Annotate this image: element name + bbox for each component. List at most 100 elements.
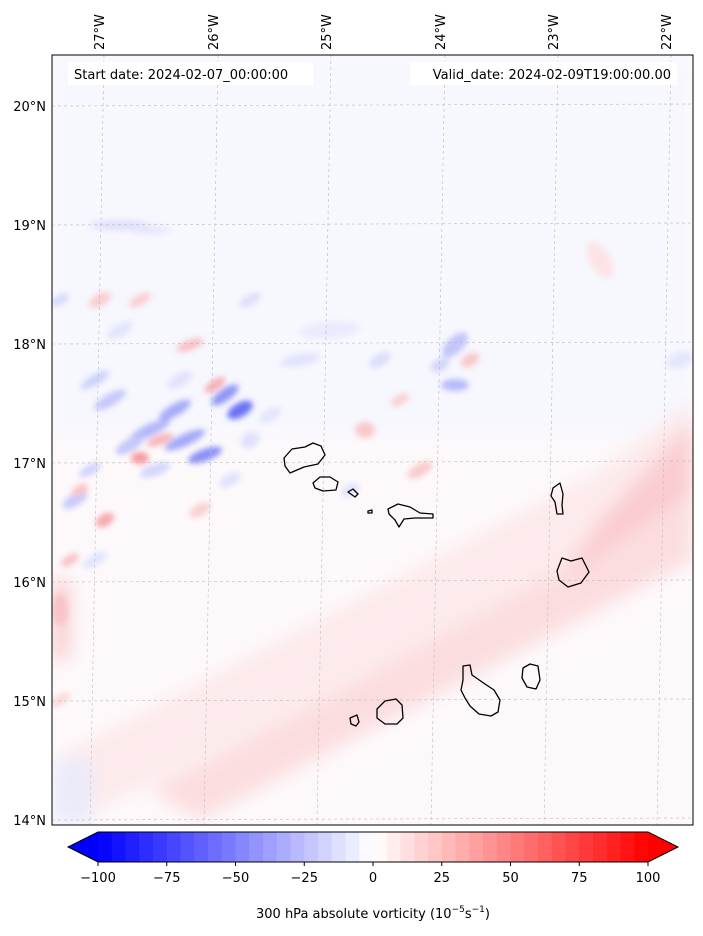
lat-label: 15°N — [13, 695, 46, 710]
vorticity-field-broad — [52, 55, 693, 825]
vorticity-cell — [164, 429, 206, 451]
colorbar-tick-label: 25 — [433, 871, 450, 886]
vorticity-cell — [586, 241, 614, 279]
vorticity-cell — [167, 371, 193, 389]
lon-label: 22°W — [660, 14, 675, 50]
colorbar-segment — [290, 832, 305, 862]
colorbar-tick-label: 100 — [636, 871, 661, 886]
colorbar-segment — [455, 832, 470, 862]
parallel-line — [52, 817, 693, 821]
colorbar-ticks: −100 −75 −50 −25 0 25 50 75 100 — [80, 862, 660, 886]
colorbar-segment — [538, 832, 553, 862]
colorbar-extend-max — [648, 832, 678, 862]
lon-label: 27°W — [93, 14, 108, 50]
colorbar-segment — [304, 832, 319, 862]
vorticity-cell — [390, 393, 410, 407]
lon-label: 25°W — [320, 14, 335, 50]
colorbar-segment — [510, 832, 525, 862]
colorbar-segment — [235, 832, 250, 862]
colorbar-tick-label: −75 — [153, 871, 180, 886]
vorticity-cell — [280, 353, 320, 367]
lat-label: 16°N — [13, 576, 46, 591]
vorticity-cell — [204, 376, 226, 394]
vorticity-cell — [189, 502, 211, 518]
vorticity-cell — [107, 321, 133, 339]
lon-label: 24°W — [434, 14, 449, 50]
parallel-line — [52, 103, 693, 107]
lat-label: 18°N — [13, 338, 46, 353]
vorticity-cell — [176, 338, 204, 352]
vorticity-cell — [62, 491, 88, 509]
colorbar-segment — [428, 832, 443, 862]
colorbar-tick-label: 75 — [571, 871, 588, 886]
colorbar-segment — [620, 832, 635, 862]
parallel-line — [52, 341, 693, 345]
valid-date-box — [410, 62, 677, 85]
colorbar-segment — [579, 832, 594, 862]
lon-label: 26°W — [207, 14, 222, 50]
vorticity-field-fine — [52, 220, 693, 708]
colorbar-segment — [496, 832, 512, 862]
vorticity-cell — [94, 389, 126, 411]
meridian-line — [543, 55, 559, 825]
colorbar-segment — [194, 832, 209, 862]
vorticity-cell — [340, 482, 360, 498]
colorbar-segment — [469, 832, 484, 862]
colorbar-tick-label: 50 — [502, 871, 519, 886]
colorbar-segment — [139, 832, 154, 862]
start-date-text: Start date: 2024-02-07_00:00:00 — [74, 68, 288, 83]
parallel-line — [52, 579, 693, 583]
vorticity-cell — [52, 692, 71, 708]
island-boa-vista — [556, 557, 590, 588]
colorbar-segment — [221, 832, 237, 862]
valid-date-text: Valid_date: 2024-02-09T19:00:00.00 — [433, 68, 671, 83]
vorticity-cell — [240, 431, 260, 449]
vorticity-cell — [355, 422, 375, 438]
island-fogo — [376, 698, 404, 725]
colorbar-segment — [606, 832, 622, 862]
colorbar-segment — [359, 832, 374, 862]
colorbar-segment — [318, 832, 333, 862]
parallel-line — [52, 698, 693, 702]
vorticity-cell — [259, 407, 281, 423]
vorticity-cell — [300, 321, 360, 339]
vorticity-cell — [187, 446, 223, 464]
island-branco — [367, 509, 373, 514]
vorticity-cell — [159, 399, 191, 421]
coastlines — [283, 442, 590, 727]
colorbar-segment — [166, 832, 182, 862]
latitude-labels: 20°N 19°N 18°N 17°N 16°N 15°N 14°N — [13, 100, 46, 829]
colorbar-segments — [98, 832, 649, 862]
meridian-line — [89, 55, 105, 825]
vorticity-cell — [369, 352, 391, 368]
meridian-line — [656, 55, 672, 825]
lat-label: 14°N — [13, 814, 46, 829]
vorticity-cell — [80, 370, 110, 390]
vorticity-cell — [227, 400, 253, 420]
vorticity-cell — [52, 594, 68, 626]
map-gridlines — [52, 55, 693, 825]
vorticity-cell — [139, 462, 171, 478]
vorticity-cell — [95, 512, 115, 528]
lat-label: 17°N — [13, 457, 46, 472]
colorbar-tick-label: −100 — [80, 871, 116, 886]
colorbar-segment — [634, 832, 649, 862]
colorbar-extend-min — [68, 832, 98, 862]
parallel-line — [52, 460, 693, 464]
colorbar-segment — [276, 832, 292, 862]
colorbar-segment — [483, 832, 498, 862]
vorticity-cell — [71, 483, 89, 497]
colorbar-segment — [331, 832, 347, 862]
colorbar-segment — [565, 832, 580, 862]
island-santa-luzia — [347, 488, 359, 498]
colorbar-segment — [441, 832, 457, 862]
island-santiago — [460, 664, 501, 717]
lat-label: 20°N — [13, 100, 46, 115]
vorticity-cell — [430, 357, 450, 373]
vorticity-cell — [129, 292, 151, 308]
colorbar-tick-label: 0 — [369, 871, 377, 886]
meridian-line — [203, 55, 219, 825]
colorbar-segment — [345, 832, 360, 862]
colorbar-segment — [593, 832, 608, 862]
vorticity-cell — [130, 226, 170, 234]
